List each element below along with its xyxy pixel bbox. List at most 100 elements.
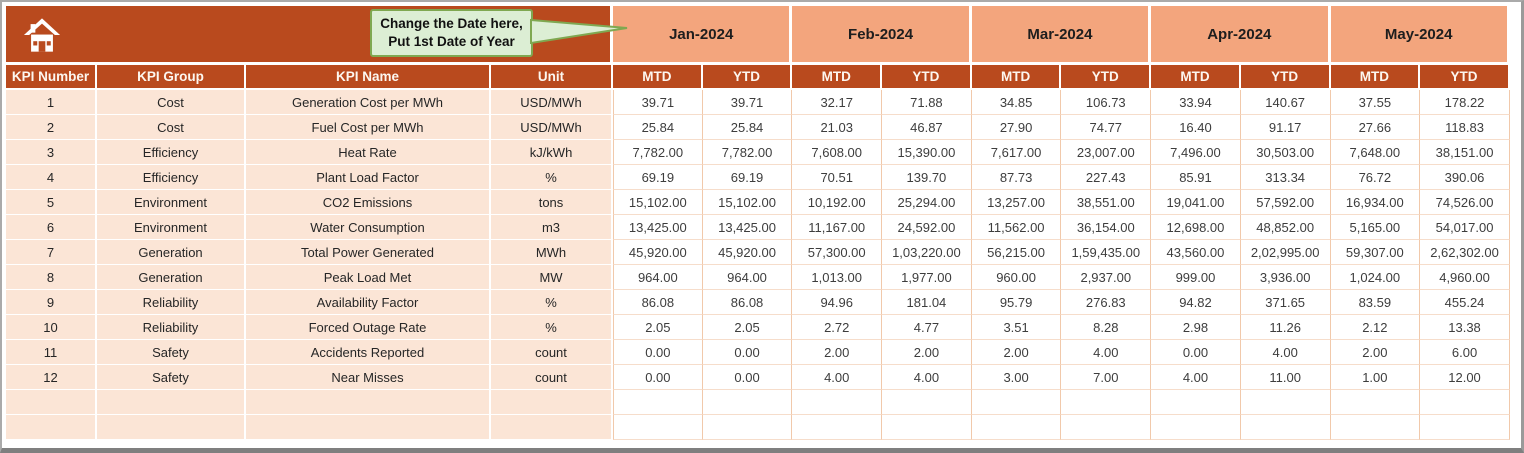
- kpi-group-cell[interactable]: Reliability: [97, 315, 246, 340]
- value-cell[interactable]: 25.84: [613, 115, 703, 140]
- value-cell[interactable]: 11.26: [1240, 315, 1331, 340]
- home-icon[interactable]: [22, 15, 62, 55]
- value-cell[interactable]: 48,852.00: [1240, 215, 1331, 240]
- value-cell[interactable]: 12,698.00: [1151, 215, 1241, 240]
- month-header-may[interactable]: May-2024: [1330, 6, 1510, 65]
- value-cell[interactable]: 7,782.00: [613, 140, 703, 165]
- kpi-number-cell[interactable]: 2: [6, 115, 97, 140]
- value-cell[interactable]: 2,62,302.00: [1420, 240, 1510, 265]
- value-cell[interactable]: 13.38: [1420, 315, 1510, 340]
- empty-value-cell[interactable]: [1151, 415, 1241, 440]
- value-cell[interactable]: 56,215.00: [971, 240, 1062, 265]
- month-header-mar[interactable]: Mar-2024: [971, 6, 1152, 65]
- value-cell[interactable]: 227.43: [1061, 165, 1152, 190]
- value-cell[interactable]: 0.00: [702, 340, 793, 365]
- value-cell[interactable]: 27.66: [1330, 115, 1421, 140]
- value-cell[interactable]: 70.51: [792, 165, 883, 190]
- value-cell[interactable]: 2.72: [792, 315, 883, 340]
- value-cell[interactable]: 2.12: [1330, 315, 1421, 340]
- value-cell[interactable]: 71.88: [882, 90, 972, 115]
- kpi-group-cell[interactable]: Safety: [97, 365, 246, 390]
- value-cell[interactable]: 2.00: [1330, 340, 1421, 365]
- value-cell[interactable]: 94.82: [1151, 290, 1241, 315]
- value-cell[interactable]: 69.19: [702, 165, 793, 190]
- kpi-group-cell[interactable]: Safety: [97, 340, 246, 365]
- kpi-name-cell[interactable]: Fuel Cost per MWh: [246, 115, 491, 140]
- value-cell[interactable]: 140.67: [1240, 90, 1331, 115]
- kpi-group-cell[interactable]: Reliability: [97, 290, 246, 315]
- value-cell[interactable]: 4.00: [1061, 340, 1152, 365]
- month-header-jan[interactable]: Jan-2024: [613, 6, 793, 65]
- value-cell[interactable]: 2.98: [1151, 315, 1241, 340]
- value-cell[interactable]: 13,425.00: [702, 215, 793, 240]
- kpi-name-cell[interactable]: CO2 Emissions: [246, 190, 491, 215]
- value-cell[interactable]: 16.40: [1151, 115, 1241, 140]
- value-cell[interactable]: 74,526.00: [1420, 190, 1510, 215]
- value-cell[interactable]: 57,300.00: [792, 240, 883, 265]
- value-cell[interactable]: 2,937.00: [1061, 265, 1152, 290]
- value-cell[interactable]: 0.00: [702, 365, 793, 390]
- value-cell[interactable]: 36,154.00: [1061, 215, 1152, 240]
- value-cell[interactable]: 12.00: [1420, 365, 1510, 390]
- empty-value-cell[interactable]: [1240, 415, 1331, 440]
- value-cell[interactable]: 38,151.00: [1420, 140, 1510, 165]
- value-cell[interactable]: 74.77: [1061, 115, 1152, 140]
- value-cell[interactable]: 4.00: [792, 365, 883, 390]
- empty-label-cell[interactable]: [97, 390, 246, 415]
- value-cell[interactable]: 59,307.00: [1330, 240, 1421, 265]
- value-cell[interactable]: 455.24: [1420, 290, 1510, 315]
- value-cell[interactable]: 30,503.00: [1240, 140, 1331, 165]
- value-cell[interactable]: 106.73: [1061, 90, 1152, 115]
- empty-value-cell[interactable]: [702, 415, 793, 440]
- unit-cell[interactable]: %: [491, 165, 613, 190]
- kpi-group-cell[interactable]: Efficiency: [97, 140, 246, 165]
- value-cell[interactable]: 11,562.00: [971, 215, 1062, 240]
- empty-value-cell[interactable]: [1240, 390, 1331, 415]
- value-cell[interactable]: 57,592.00: [1240, 190, 1331, 215]
- empty-label-cell[interactable]: [97, 415, 246, 440]
- value-cell[interactable]: 7.00: [1061, 365, 1152, 390]
- value-cell[interactable]: 2.00: [882, 340, 972, 365]
- kpi-number-cell[interactable]: 11: [6, 340, 97, 365]
- month-header-feb[interactable]: Feb-2024: [792, 6, 972, 65]
- value-cell[interactable]: 118.83: [1420, 115, 1510, 140]
- kpi-number-cell[interactable]: 10: [6, 315, 97, 340]
- value-cell[interactable]: 11,167.00: [792, 215, 883, 240]
- value-cell[interactable]: 85.91: [1151, 165, 1241, 190]
- value-cell[interactable]: 2.05: [702, 315, 793, 340]
- value-cell[interactable]: 24,592.00: [882, 215, 972, 240]
- value-cell[interactable]: 37.55: [1330, 90, 1421, 115]
- value-cell[interactable]: 39.71: [613, 90, 703, 115]
- value-cell[interactable]: 86.08: [702, 290, 793, 315]
- empty-value-cell[interactable]: [882, 390, 972, 415]
- value-cell[interactable]: 94.96: [792, 290, 883, 315]
- value-cell[interactable]: 181.04: [882, 290, 972, 315]
- value-cell[interactable]: 0.00: [1151, 340, 1241, 365]
- value-cell[interactable]: 15,102.00: [702, 190, 793, 215]
- unit-cell[interactable]: %: [491, 315, 613, 340]
- kpi-group-cell[interactable]: Cost: [97, 115, 246, 140]
- value-cell[interactable]: 8.28: [1061, 315, 1152, 340]
- value-cell[interactable]: 3,936.00: [1240, 265, 1331, 290]
- value-cell[interactable]: 0.00: [613, 365, 703, 390]
- kpi-name-cell[interactable]: Water Consumption: [246, 215, 491, 240]
- value-cell[interactable]: 25.84: [702, 115, 793, 140]
- value-cell[interactable]: 964.00: [702, 265, 793, 290]
- empty-value-cell[interactable]: [1151, 390, 1241, 415]
- value-cell[interactable]: 5,165.00: [1330, 215, 1421, 240]
- unit-cell[interactable]: count: [491, 365, 613, 390]
- empty-label-cell[interactable]: [6, 415, 97, 440]
- value-cell[interactable]: 4.77: [882, 315, 972, 340]
- unit-cell[interactable]: tons: [491, 190, 613, 215]
- unit-cell[interactable]: USD/MWh: [491, 115, 613, 140]
- kpi-name-cell[interactable]: Accidents Reported: [246, 340, 491, 365]
- unit-cell[interactable]: m3: [491, 215, 613, 240]
- value-cell[interactable]: 34.85: [971, 90, 1062, 115]
- value-cell[interactable]: 15,102.00: [613, 190, 703, 215]
- kpi-name-cell[interactable]: Total Power Generated: [246, 240, 491, 265]
- kpi-number-cell[interactable]: 9: [6, 290, 97, 315]
- empty-label-cell[interactable]: [491, 415, 613, 440]
- value-cell[interactable]: 6.00: [1420, 340, 1510, 365]
- kpi-number-cell[interactable]: 7: [6, 240, 97, 265]
- empty-value-cell[interactable]: [882, 415, 972, 440]
